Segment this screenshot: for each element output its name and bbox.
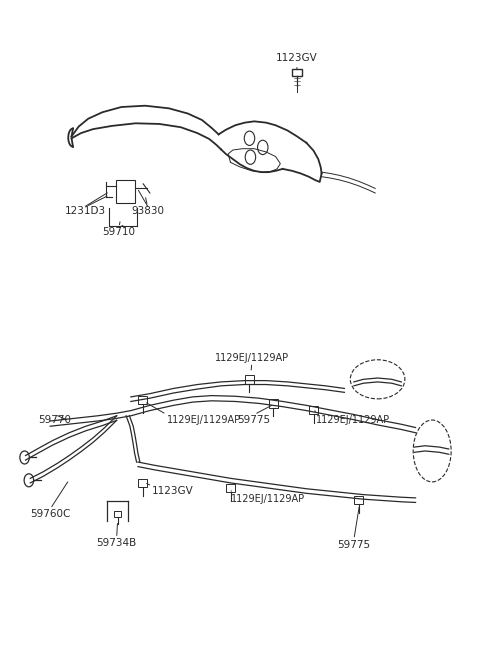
Bar xyxy=(292,68,301,76)
Text: 59775: 59775 xyxy=(238,415,271,424)
Bar xyxy=(226,484,235,492)
Text: 59760C: 59760C xyxy=(30,509,71,519)
Text: 1123GV: 1123GV xyxy=(152,486,194,496)
Bar xyxy=(138,396,147,405)
Text: 59710: 59710 xyxy=(103,227,135,237)
Text: 59734B: 59734B xyxy=(96,539,137,549)
Text: 93830: 93830 xyxy=(131,206,164,216)
Bar xyxy=(269,399,277,407)
Text: 59775: 59775 xyxy=(337,540,371,550)
Text: 1129EJ/1129AP: 1129EJ/1129AP xyxy=(230,494,305,504)
Text: 1129EJ/1129AP: 1129EJ/1129AP xyxy=(316,415,390,424)
Text: 1123GV: 1123GV xyxy=(276,53,318,63)
Bar xyxy=(245,375,254,384)
Bar xyxy=(114,511,121,518)
Text: 1129EJ/1129AP: 1129EJ/1129AP xyxy=(215,353,289,363)
Bar xyxy=(354,495,363,504)
Text: 1231D3: 1231D3 xyxy=(65,206,107,216)
Bar xyxy=(116,180,135,204)
Bar xyxy=(309,405,318,414)
Text: 1129EJ/1129AP: 1129EJ/1129AP xyxy=(167,415,240,424)
Text: 59770: 59770 xyxy=(38,415,72,424)
Bar xyxy=(138,479,147,487)
